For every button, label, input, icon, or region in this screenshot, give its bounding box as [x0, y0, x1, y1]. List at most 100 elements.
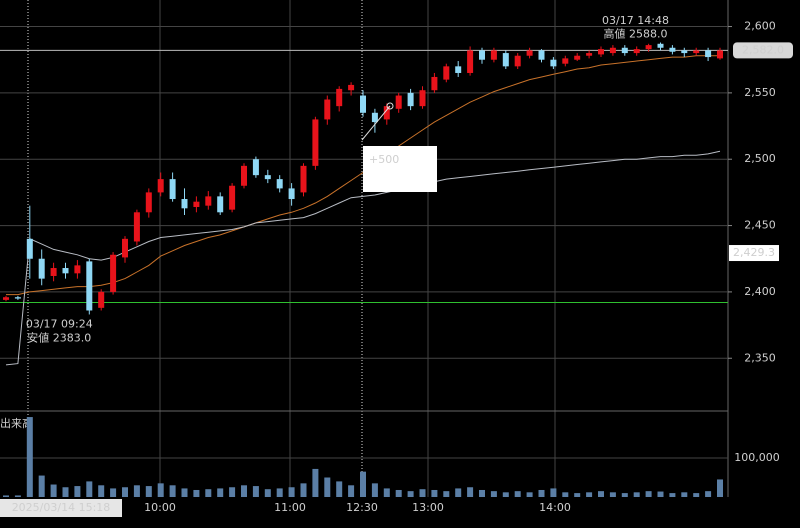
- volume-bar: [205, 489, 212, 497]
- volume-bar: [598, 491, 604, 497]
- volume-bar: [98, 485, 105, 497]
- candle-body: [324, 99, 331, 120]
- candle-body: [181, 199, 188, 209]
- candle-body: [98, 291, 105, 308]
- volume-bar: [193, 489, 200, 497]
- volume-bar: [264, 489, 271, 497]
- candle-body: [407, 92, 414, 107]
- y-tick-label: 2,450: [744, 219, 776, 232]
- candle-body: [193, 201, 200, 207]
- candle-body: [479, 50, 485, 60]
- y-tick-label: 2,400: [744, 285, 776, 298]
- candle-body: [526, 50, 533, 56]
- cursor-dot: [386, 102, 394, 110]
- y-tick-label: 2,500: [744, 152, 776, 165]
- volume-bar: [241, 485, 247, 497]
- volume-bar: [526, 492, 533, 497]
- volume-bar: [324, 477, 331, 497]
- cursor-line: [361, 105, 391, 141]
- volume-bar: [300, 483, 307, 497]
- volume-bar: [229, 487, 236, 497]
- candle-body: [122, 238, 128, 258]
- candle-body: [360, 95, 366, 113]
- candle-body: [110, 254, 117, 292]
- candle-body: [538, 50, 545, 60]
- volume-bar: [360, 471, 366, 497]
- candle-body: [598, 49, 604, 55]
- x-tick-label: 14:00: [539, 501, 571, 514]
- candle-body: [336, 88, 343, 107]
- price-tag-box: [733, 42, 793, 59]
- volume-bar: [383, 488, 390, 497]
- candle-body: [312, 119, 319, 166]
- volume-bar: [133, 485, 140, 497]
- volume-bar: [62, 487, 69, 497]
- price-tag-label: 2,582.0: [742, 43, 784, 56]
- candle-body: [502, 53, 509, 67]
- low-label: 安値 2383.0: [27, 330, 91, 344]
- candle-body: [562, 58, 569, 64]
- volume-bar: [252, 486, 259, 497]
- price-tag-label: 2,429.3: [733, 246, 775, 259]
- volume-bar: [431, 489, 438, 497]
- candle-body: [383, 106, 390, 120]
- candle-body: [621, 47, 628, 54]
- x-tick-label: 10:00: [144, 501, 176, 514]
- candle-body: [490, 50, 497, 60]
- volume-bar: [14, 495, 21, 497]
- candle-body: [74, 265, 81, 274]
- candle-body: [86, 261, 93, 311]
- volume-bar: [169, 485, 176, 497]
- volume-bar: [371, 483, 378, 497]
- volume-bar: [514, 491, 521, 497]
- volume-bar: [693, 493, 700, 497]
- candle-body: [633, 49, 640, 54]
- candle-body: [133, 212, 140, 242]
- candle-body: [705, 50, 712, 58]
- volume-bar: [562, 492, 569, 497]
- candle-body: [693, 50, 700, 54]
- volume-bar: [467, 487, 474, 497]
- volume-bar: [705, 491, 712, 497]
- volume-bar: [312, 468, 319, 497]
- volume-bar: [490, 491, 497, 497]
- candle-body: [252, 159, 259, 176]
- volume-bar: [669, 493, 676, 497]
- price-tag-box: [729, 245, 779, 262]
- candle-body: [157, 179, 164, 193]
- volume-bar: [38, 475, 45, 497]
- candle-body: [288, 188, 295, 200]
- volume-bar: [657, 491, 664, 497]
- candle-body: [3, 297, 9, 300]
- volume-bar: [336, 481, 343, 497]
- volume-bar: [3, 495, 9, 497]
- volume-bar: [645, 491, 652, 497]
- candle-body: [169, 179, 176, 200]
- volume-tick-label: 100,000: [734, 451, 780, 464]
- candle-body: [609, 47, 616, 54]
- candle-body: [514, 55, 521, 67]
- candle-body: [455, 66, 462, 73]
- volume-bar: [681, 492, 688, 497]
- volume-bar: [455, 488, 462, 497]
- x-tick-label: 11:00: [274, 501, 306, 514]
- tooltip-text: +500: [369, 153, 399, 166]
- volume-bar: [479, 489, 485, 497]
- volume-bar: [110, 488, 117, 497]
- candle-body: [574, 55, 581, 60]
- candle-body: [348, 84, 355, 91]
- candle-body: [645, 45, 652, 50]
- volume-bar: [145, 486, 152, 497]
- volume-bar: [407, 491, 414, 497]
- candle-body: [229, 185, 236, 210]
- volume-bar: [86, 481, 93, 497]
- cursor-time-box: [0, 499, 122, 517]
- candle-body: [467, 50, 474, 73]
- candle-body: [717, 50, 723, 59]
- volume-bar: [633, 492, 640, 497]
- y-tick-label: 2,350: [744, 351, 776, 364]
- candle-body: [264, 175, 271, 180]
- candle-body: [145, 192, 152, 213]
- volume-bar: [538, 489, 545, 497]
